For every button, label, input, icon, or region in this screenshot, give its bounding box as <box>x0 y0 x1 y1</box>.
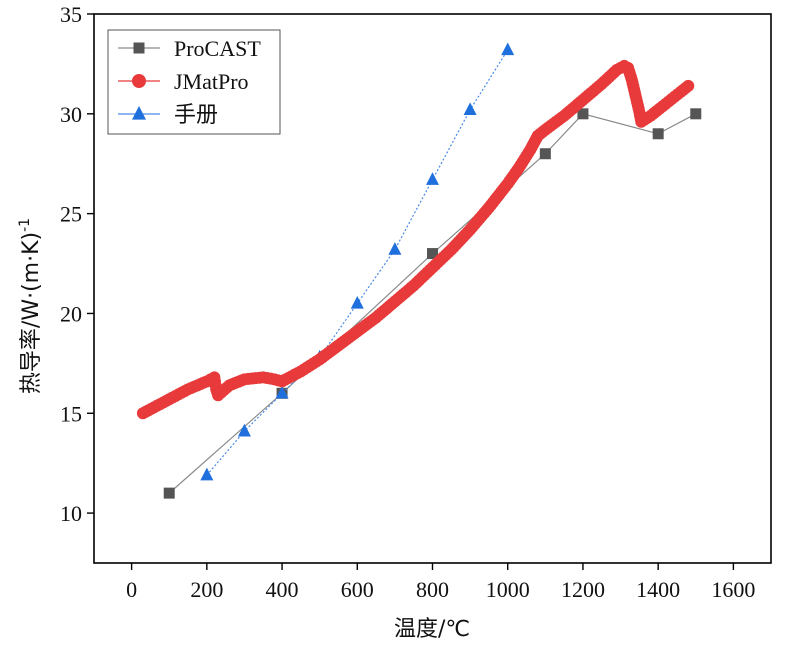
data-point <box>690 108 702 120</box>
y-axis-label: 热导率/W·(m·K)-1 <box>17 218 44 394</box>
data-point <box>350 295 364 309</box>
data-point <box>163 487 175 499</box>
y-tick-label: 20 <box>60 301 82 326</box>
x-tick-label: 600 <box>341 577 374 602</box>
y-tick-label: 10 <box>60 501 82 526</box>
y-tick-label: 30 <box>60 102 82 127</box>
legend: ProCAST JMatPro 手册 <box>107 29 281 135</box>
data-point <box>463 102 477 116</box>
legend-label: ProCAST <box>174 36 261 61</box>
x-tick-label: 0 <box>126 577 137 602</box>
legend-marker <box>133 42 145 54</box>
data-point <box>275 385 289 399</box>
x-tick-label: 1400 <box>636 577 680 602</box>
x-axis-label: 温度/℃ <box>394 617 470 642</box>
x-tick-label: 200 <box>190 577 223 602</box>
y-tick-label: 25 <box>60 202 82 227</box>
x-tick-label: 1200 <box>561 577 605 602</box>
series-square <box>163 108 702 499</box>
data-point <box>682 79 695 92</box>
series-layer <box>136 42 702 499</box>
legend-marker <box>132 74 146 88</box>
data-point <box>200 467 214 481</box>
data-point <box>652 128 664 140</box>
legend-label: JMatPro <box>174 69 249 94</box>
x-tick-label: 1600 <box>711 577 755 602</box>
legend-label: 手册 <box>174 102 218 127</box>
x-tick-label: 1000 <box>486 577 530 602</box>
data-point <box>426 172 439 185</box>
x-tick-label: 800 <box>416 577 449 602</box>
axes-layer: 0 200 400 600 800 1000 1200 1400 1600 10 15 20 25 30 3… <box>60 2 772 602</box>
y-axis-label-main: 热导率/W·(m·K) <box>19 232 44 394</box>
data-point <box>539 148 551 160</box>
data-point <box>237 423 251 437</box>
data-point <box>427 248 438 260</box>
data-point <box>577 108 589 120</box>
y-tick-label: 15 <box>60 401 82 426</box>
series-circle <box>136 59 695 420</box>
y-tick-label: 35 <box>60 2 82 27</box>
data-point <box>501 42 515 56</box>
y-axis-label-sup: -1 <box>17 218 33 232</box>
x-tick-label: 400 <box>266 577 299 602</box>
data-point <box>388 242 402 255</box>
legend-marker <box>132 105 146 120</box>
